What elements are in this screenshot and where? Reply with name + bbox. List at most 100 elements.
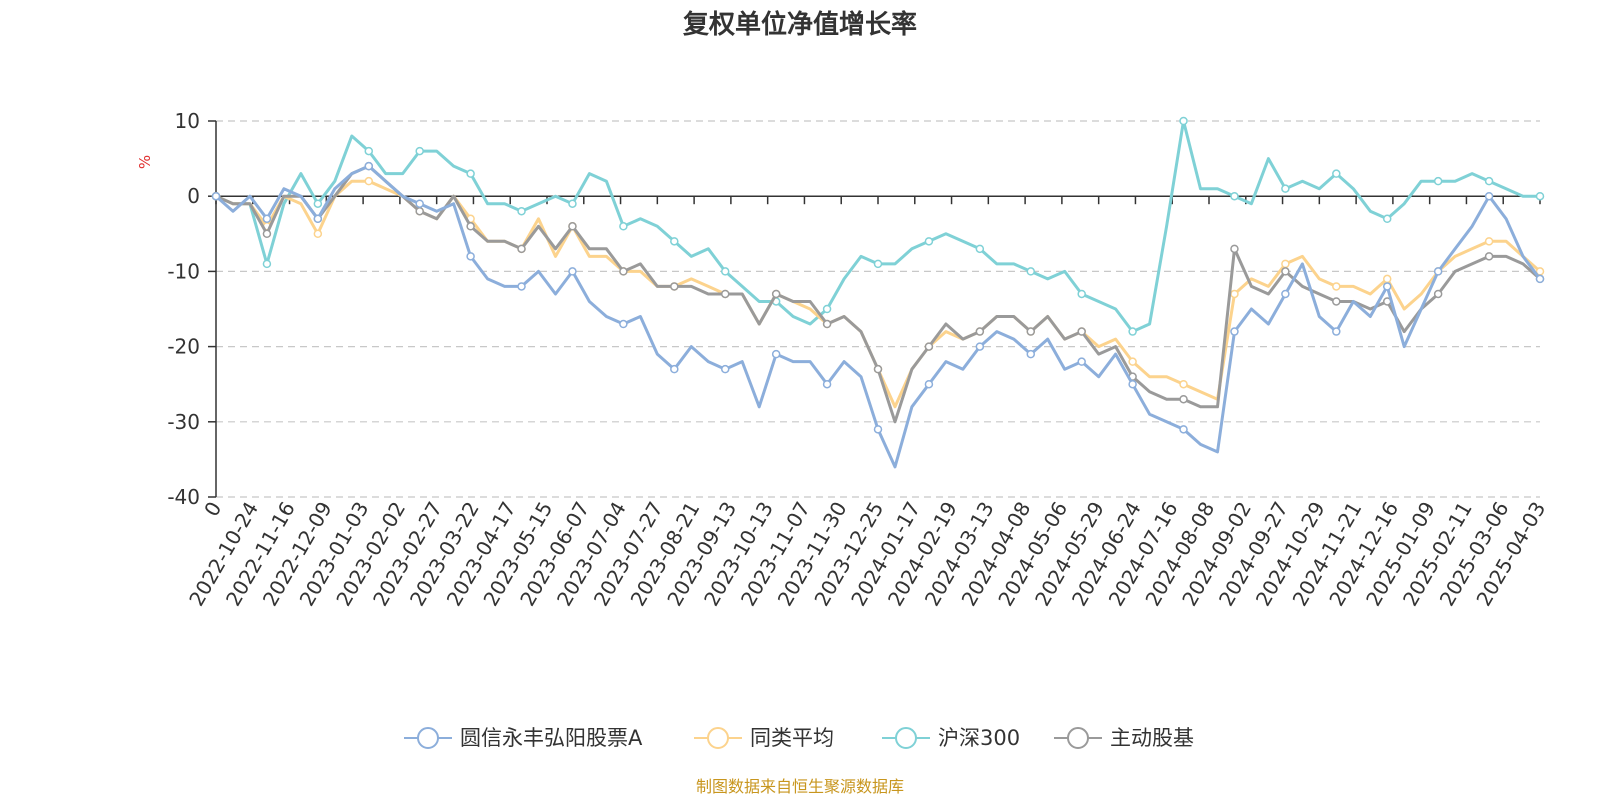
- data-point: [1128, 379, 1137, 389]
- data-point: [1382, 214, 1392, 224]
- data-point: [822, 379, 832, 389]
- y-tick-label: -10: [167, 259, 200, 283]
- source-note: 制图数据来自恒生聚源数据库: [696, 777, 904, 796]
- data-point: [1230, 244, 1239, 254]
- legend-swatch-marker: [417, 727, 439, 749]
- data-point: [975, 244, 985, 254]
- data-point: [364, 146, 374, 156]
- legend-swatch-marker: [1067, 727, 1089, 749]
- data-point: [670, 282, 679, 291]
- data-point: [1535, 191, 1545, 201]
- data-point: [262, 229, 272, 239]
- data-point: [1281, 267, 1290, 276]
- data-point: [1484, 252, 1494, 261]
- data-point: [1382, 282, 1392, 291]
- data-point: [1026, 267, 1036, 276]
- y-tick-label: -20: [167, 335, 200, 359]
- y-tick-label: 0: [187, 184, 200, 208]
- grid-lines: [216, 120, 1540, 498]
- data-point: [1535, 274, 1545, 284]
- data-point: [924, 379, 934, 389]
- legend-item: 圆信永丰弘阳股票A: [404, 726, 643, 750]
- data-point: [1077, 289, 1086, 299]
- legend-item: 主动股基: [1054, 726, 1194, 750]
- data-point: [1484, 191, 1494, 201]
- data-point: [1230, 327, 1239, 336]
- data-point: [1128, 327, 1137, 336]
- data-point: [313, 199, 323, 208]
- chart-title: 复权单位净值增长率: [683, 9, 917, 40]
- data-point: [1281, 289, 1290, 299]
- data-point: [670, 237, 679, 246]
- data-point: [1382, 274, 1392, 284]
- legend-item: 沪深300: [882, 726, 1020, 750]
- data-point: [568, 222, 577, 231]
- data-point: [1433, 176, 1443, 186]
- data-point: [822, 319, 832, 329]
- legend-swatch-marker: [707, 727, 729, 749]
- y-tick-label: -30: [167, 410, 200, 434]
- y-tick-label: -40: [167, 485, 200, 509]
- legend-swatch-marker: [895, 727, 917, 749]
- data-point: [364, 176, 374, 186]
- data-point: [975, 327, 985, 336]
- data-point: [1179, 425, 1188, 434]
- data-point: [466, 169, 475, 178]
- data-point: [466, 222, 475, 231]
- data-point: [771, 349, 781, 359]
- data-point: [364, 161, 374, 171]
- y-tick-label: 10: [175, 109, 200, 133]
- series-3: [211, 161, 1545, 424]
- data-point: [1332, 169, 1341, 178]
- series-0: [211, 161, 1545, 469]
- data-point: [720, 289, 730, 299]
- data-point: [1179, 116, 1188, 126]
- data-point: [313, 214, 323, 224]
- data-point: [619, 222, 628, 231]
- data-point: [924, 342, 934, 351]
- data-point: [1332, 327, 1341, 336]
- data-point: [568, 267, 577, 276]
- data-point: [771, 289, 781, 299]
- legend-item: 同类平均: [694, 726, 834, 750]
- data-point: [1179, 394, 1188, 404]
- data-point: [873, 259, 883, 269]
- data-point: [466, 252, 475, 261]
- data-point: [415, 206, 424, 216]
- data-point: [517, 244, 526, 254]
- data-point: [619, 267, 628, 276]
- data-point: [1281, 184, 1290, 193]
- data-point: [1332, 282, 1341, 291]
- series-layer: [211, 116, 1545, 469]
- legend-label: 同类平均: [750, 726, 834, 750]
- legend-label: 主动股基: [1110, 726, 1194, 750]
- data-point: [1332, 297, 1341, 306]
- data-point: [720, 267, 730, 276]
- legend-label: 沪深300: [938, 726, 1020, 750]
- data-point: [1179, 379, 1188, 389]
- data-point: [1230, 289, 1239, 299]
- data-point: [1230, 191, 1239, 201]
- x-tick-label: 0: [199, 498, 226, 521]
- data-point: [517, 282, 526, 291]
- data-point: [1077, 357, 1086, 366]
- series-line: [215, 164, 1541, 424]
- data-point: [1026, 327, 1036, 336]
- data-point: [924, 237, 934, 246]
- data-point: [415, 199, 424, 208]
- data-point: [822, 304, 832, 314]
- data-point: [313, 229, 323, 239]
- data-point: [1128, 357, 1137, 366]
- legend-label: 圆信永丰弘阳股票A: [460, 726, 643, 750]
- data-point: [873, 425, 883, 434]
- data-point: [720, 364, 730, 374]
- data-point: [1433, 289, 1443, 299]
- data-point: [619, 319, 628, 329]
- data-point: [1077, 327, 1086, 336]
- data-point: [1484, 237, 1494, 246]
- data-point: [873, 364, 883, 374]
- data-point: [517, 206, 526, 216]
- data-point: [211, 191, 221, 201]
- data-point: [975, 342, 985, 351]
- y-axis-unit-label: %: [136, 155, 154, 169]
